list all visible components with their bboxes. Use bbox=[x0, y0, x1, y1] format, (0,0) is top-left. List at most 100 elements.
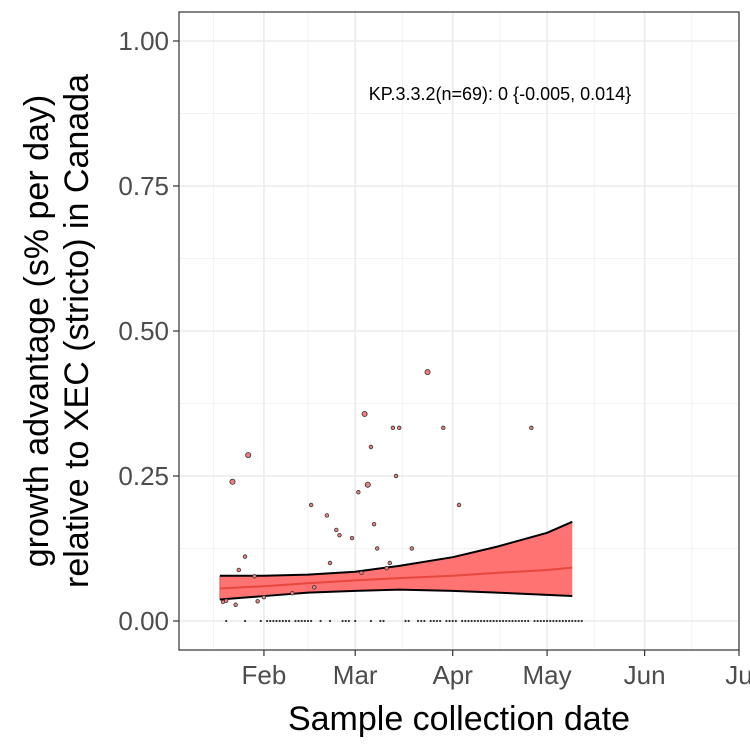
data-point-zero bbox=[580, 619, 583, 623]
data-point-zero bbox=[498, 619, 501, 623]
data-point-zero bbox=[539, 619, 542, 623]
data-point-zero bbox=[300, 619, 303, 623]
data-point bbox=[261, 595, 267, 600]
x-tick-label: Apr bbox=[432, 660, 473, 690]
x-tick-label: Ju bbox=[725, 660, 750, 690]
data-point-zero bbox=[288, 619, 291, 623]
data-point bbox=[356, 490, 361, 495]
data-point-zero bbox=[464, 619, 467, 623]
data-points-group bbox=[220, 369, 583, 623]
data-point-zero bbox=[417, 619, 420, 623]
data-point-zero bbox=[297, 619, 300, 623]
data-point-zero bbox=[281, 619, 284, 623]
data-point bbox=[397, 425, 402, 431]
data-point-zero bbox=[310, 619, 313, 623]
data-point-zero bbox=[571, 619, 574, 623]
data-point bbox=[349, 535, 355, 541]
axes: 0.00 0.25 0.50 0.75 1.00 Feb Mar Apr May Jun Ju bbox=[118, 26, 750, 690]
data-point-zero bbox=[272, 619, 275, 623]
data-point bbox=[393, 473, 399, 479]
y-tick-label: 0.25 bbox=[118, 461, 169, 491]
data-point bbox=[409, 546, 415, 551]
data-point-zero bbox=[303, 619, 306, 623]
data-point bbox=[441, 425, 446, 431]
confidence-ribbon bbox=[219, 521, 573, 600]
data-point-zero bbox=[461, 619, 464, 623]
data-point bbox=[290, 590, 295, 596]
data-point-zero bbox=[423, 619, 426, 623]
data-point bbox=[368, 444, 374, 450]
fit-line bbox=[219, 566, 573, 590]
data-point-zero bbox=[577, 619, 580, 623]
data-point-zero bbox=[520, 619, 524, 623]
data-point-zero bbox=[555, 619, 558, 623]
data-point bbox=[223, 598, 229, 603]
data-point bbox=[312, 585, 317, 590]
data-point-zero bbox=[284, 619, 288, 623]
data-point bbox=[375, 546, 380, 551]
data-point-zero bbox=[533, 619, 536, 623]
data-point bbox=[327, 560, 333, 566]
data-point bbox=[384, 566, 389, 571]
data-point-zero bbox=[354, 619, 357, 623]
data-point-zero bbox=[542, 619, 546, 623]
data-point bbox=[255, 599, 260, 604]
data-point-zero bbox=[483, 619, 486, 623]
data-point bbox=[337, 532, 342, 538]
data-point bbox=[233, 602, 238, 607]
data-point-zero bbox=[379, 619, 382, 623]
data-point-zero bbox=[341, 619, 344, 623]
data-point-zero bbox=[278, 619, 281, 623]
data-point bbox=[242, 554, 248, 559]
data-point-zero bbox=[347, 619, 350, 623]
data-point-zero bbox=[265, 619, 269, 623]
data-point bbox=[308, 502, 314, 508]
data-point bbox=[387, 560, 392, 566]
data-point-zero bbox=[470, 619, 473, 623]
data-point-zero bbox=[564, 619, 568, 623]
x-tick-label: Jun bbox=[624, 660, 666, 690]
data-point-zero bbox=[523, 619, 527, 623]
data-point-zero bbox=[344, 619, 347, 623]
data-point bbox=[324, 513, 330, 518]
data-point-zero bbox=[369, 619, 373, 623]
data-point-zero bbox=[269, 619, 272, 623]
ribbon-upper-bound bbox=[219, 520, 573, 577]
data-point-zero bbox=[319, 619, 322, 623]
data-point-zero bbox=[294, 619, 297, 623]
fit-annotation: KP.3.3.2(n=69): 0 {-0.005, 0.014} bbox=[369, 84, 631, 104]
data-point-zero bbox=[243, 619, 247, 623]
data-point-zero bbox=[536, 619, 539, 623]
x-tick-label: Mar bbox=[333, 660, 378, 690]
data-point bbox=[252, 574, 257, 579]
data-point-zero bbox=[420, 619, 423, 623]
data-point-zero bbox=[508, 619, 511, 623]
data-point-zero bbox=[328, 619, 332, 623]
data-point-zero bbox=[435, 619, 439, 623]
data-point-zero bbox=[479, 619, 483, 623]
data-point-zero bbox=[382, 619, 385, 623]
x-tick-label: Feb bbox=[242, 660, 287, 690]
y-tick-label: 0.75 bbox=[118, 171, 169, 201]
confidence-ribbon-group bbox=[219, 520, 573, 601]
y-tick-label: 0.50 bbox=[118, 316, 169, 346]
data-point-zero bbox=[574, 619, 577, 623]
data-point-zero bbox=[467, 619, 470, 623]
data-point-zero bbox=[404, 619, 407, 623]
data-point-zero bbox=[501, 619, 505, 623]
data-point bbox=[424, 369, 431, 376]
data-point bbox=[390, 425, 396, 431]
data-point bbox=[245, 452, 252, 459]
data-point-zero bbox=[514, 619, 517, 623]
data-point-zero bbox=[511, 619, 514, 623]
data-point-zero bbox=[552, 619, 555, 623]
y-tick-label: 0.00 bbox=[118, 606, 169, 636]
data-point-zero bbox=[517, 619, 520, 623]
data-point bbox=[361, 410, 368, 417]
data-point-zero bbox=[527, 619, 530, 623]
data-point bbox=[229, 478, 236, 485]
data-point-zero bbox=[545, 619, 549, 623]
data-point bbox=[334, 527, 339, 533]
data-point-zero bbox=[486, 619, 489, 623]
